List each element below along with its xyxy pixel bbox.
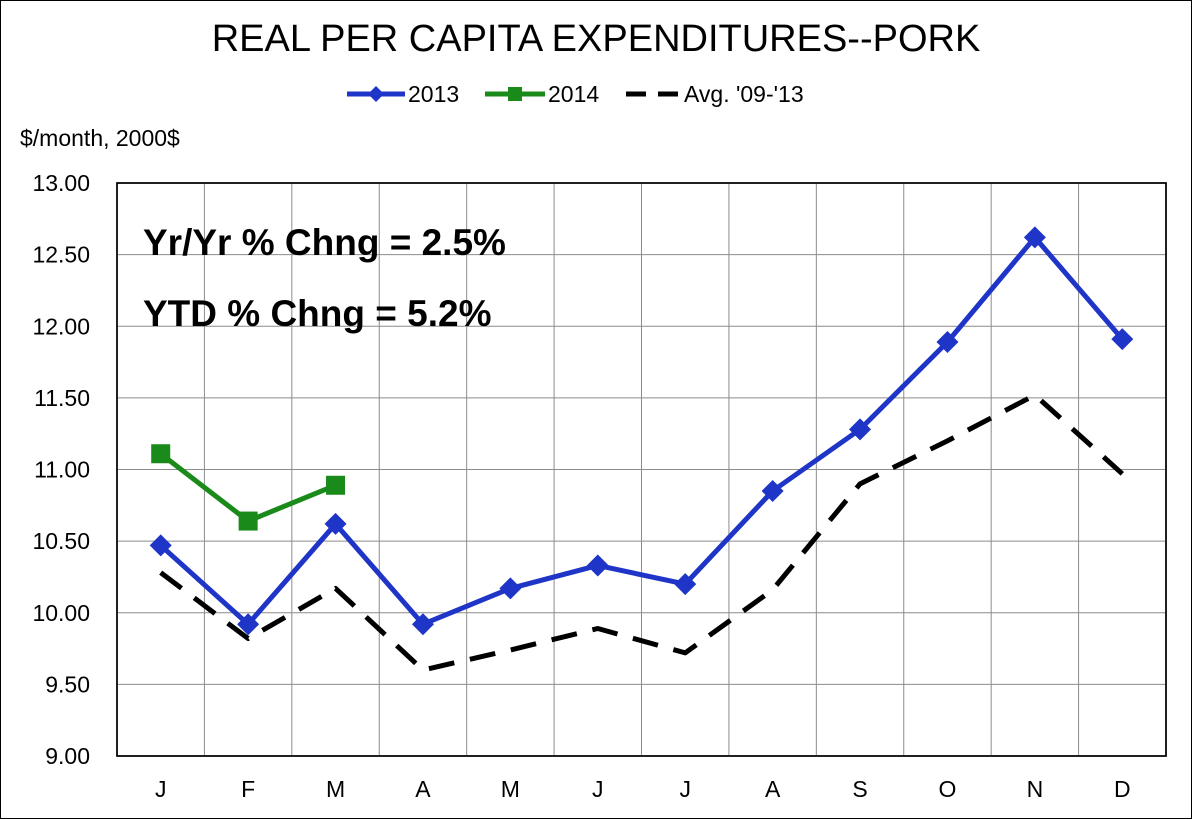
x-tick-label: J <box>155 776 167 802</box>
data-point <box>237 613 260 636</box>
data-point <box>1023 226 1046 249</box>
y-tick-label: 9.00 <box>45 743 90 769</box>
data-point <box>586 554 609 577</box>
data-point <box>324 512 347 535</box>
annotations: Yr/Yr % Chng = 2.5% YTD % Chng = 5.2% <box>143 222 506 334</box>
x-tick-label: A <box>765 776 781 802</box>
data-point <box>849 418 872 441</box>
data-point <box>674 573 697 596</box>
legend-label: Avg. '09-'13 <box>684 81 804 107</box>
legend: 2013 2014 Avg. '09-'13 <box>347 81 804 107</box>
data-point <box>238 511 258 531</box>
data-point <box>1111 328 1134 351</box>
y-tick-label: 9.50 <box>45 671 90 697</box>
annotation-yr-yr-change: Yr/Yr % Chng = 2.5% <box>143 222 506 263</box>
x-tick-label: J <box>592 776 604 802</box>
data-point <box>761 479 784 502</box>
x-tick-label: O <box>939 776 957 802</box>
y-tick-label: 12.00 <box>32 313 90 339</box>
x-tick-label: D <box>1114 776 1131 802</box>
series-layer <box>149 226 1134 673</box>
data-point <box>151 444 171 464</box>
grid-lines <box>116 182 1167 757</box>
x-tick-label: A <box>415 776 431 802</box>
x-tick-label: S <box>852 776 867 802</box>
x-tick-label: J <box>679 776 691 802</box>
y-tick-label: 10.50 <box>32 528 90 554</box>
x-tick-label: M <box>501 776 520 802</box>
x-tick-label: M <box>326 776 345 802</box>
y-tick-label: 11.50 <box>34 385 90 411</box>
annotation-ytd-change: YTD % Chng = 5.2% <box>143 293 491 334</box>
series-line-0 <box>159 234 1125 627</box>
y-tick-label: 13.00 <box>32 170 90 196</box>
y-axis-label: $/month, 2000$ <box>20 125 180 151</box>
data-point <box>936 331 959 354</box>
data-point <box>411 613 434 636</box>
data-point <box>326 475 346 495</box>
data-point <box>499 577 522 600</box>
legend-marker <box>368 86 384 102</box>
y-tick-label: 12.50 <box>32 242 90 268</box>
y-tick-label: 11.00 <box>34 457 90 483</box>
legend-label: 2013 <box>408 81 459 107</box>
legend-label: 2014 <box>548 81 599 107</box>
x-tick-label: F <box>241 776 255 802</box>
legend-marker <box>508 87 522 101</box>
data-point <box>149 534 172 557</box>
series-line-2 <box>159 392 1124 673</box>
y-tick-label: 10.00 <box>32 600 90 626</box>
x-tick-label: N <box>1027 776 1044 802</box>
chart-title: REAL PER CAPITA EXPENDITURES--PORK <box>211 18 981 60</box>
y-tick-labels: 13.00 12.50 12.00 11.50 11.00 10.50 10.00 9.50 9… <box>32 170 90 769</box>
plot-border <box>116 182 1167 757</box>
